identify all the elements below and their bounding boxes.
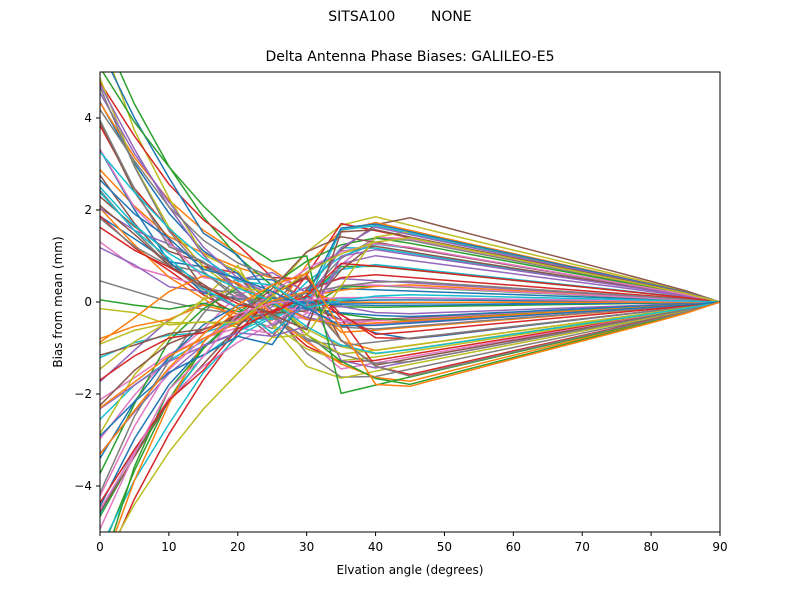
series-line [110,72,720,304]
x-tick-label: 20 [230,540,245,554]
series-line [100,237,720,345]
y-tick-label: 2 [84,203,92,217]
series-line [100,301,720,459]
series-line [100,284,720,510]
x-tick-label: 50 [437,540,452,554]
y-tick-label: 4 [84,111,92,125]
series-line [100,286,720,370]
series-line [100,264,720,435]
x-tick-label: 60 [506,540,521,554]
series-line [100,179,720,327]
series-line [100,275,720,513]
series-layer [100,72,720,532]
series-line [100,87,720,303]
series-line [100,189,720,330]
series-line [100,119,720,365]
y-axis-label: Bias from mean (mm) [51,236,65,367]
series-line [100,296,720,530]
series-line [100,287,720,474]
series-line [100,92,720,321]
series-line [108,297,720,532]
series-line [100,186,720,355]
series-line [100,149,720,318]
series-line [100,151,720,309]
series-line [100,223,720,437]
y-tick-label: −4 [74,479,92,493]
x-axis-label: Elvation angle (degrees) [337,563,484,577]
figure-suptitle: SITSA100 NONE [328,9,472,25]
series-line [100,217,720,347]
x-tick-label: 80 [643,540,658,554]
chart-title: Delta Antenna Phase Biases: GALILEO-E5 [265,49,555,65]
x-tick-label: 70 [575,540,590,554]
x-tick-label: 40 [368,540,383,554]
x-tick-label: 10 [161,540,176,554]
series-line [112,237,720,532]
axes-layer: 0 10 20 30 40 50 60 70 80 90 −4 −2 0 2 4 [74,111,727,554]
series-line [100,109,720,377]
series-line [100,275,720,382]
series-line [100,290,720,409]
y-tick-label: −2 [74,387,92,401]
series-line [100,174,720,339]
series-line [100,272,720,455]
series-line [100,248,720,410]
series-line [114,300,720,532]
x-tick-label: 90 [712,540,727,554]
series-line [100,77,720,362]
series-line [100,101,720,306]
series-line [100,301,720,455]
series-line [100,294,720,504]
x-tick-label: 30 [299,540,314,554]
series-line [100,275,720,494]
x-tick-label: 0 [96,540,104,554]
series-line [100,273,720,381]
y-tick-label: 0 [84,295,92,309]
